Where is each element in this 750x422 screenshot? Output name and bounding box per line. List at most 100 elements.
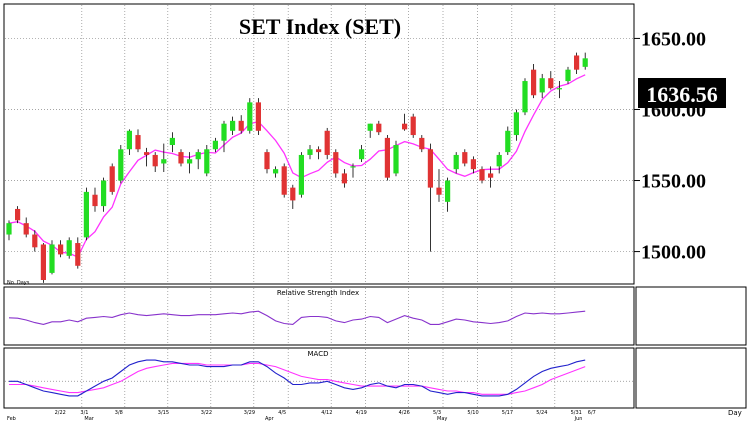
candle-body-up — [169, 137, 175, 145]
moving-average-layer — [8, 74, 586, 258]
candle-body-down — [264, 152, 270, 170]
candle-body-up — [539, 78, 545, 93]
rsi-panel-frame — [3, 286, 635, 346]
date-tick-label: 4/5 — [278, 410, 286, 416]
candle-body-down — [316, 149, 322, 153]
candle-body-up — [6, 223, 12, 235]
candle-body-up — [187, 159, 193, 164]
candle-body-up — [307, 149, 313, 155]
candle-body-down — [436, 187, 442, 195]
date-tick-label: 3/8 — [115, 410, 123, 416]
macd-layer — [9, 359, 586, 397]
date-tick-label: 5/24 — [536, 410, 547, 416]
candle-body-up — [101, 180, 107, 207]
candle-body-down — [574, 55, 580, 70]
candle-body-up — [367, 123, 373, 131]
candle-body-down — [479, 169, 485, 181]
candle-body-down — [58, 244, 64, 255]
candle-body-down — [281, 166, 287, 195]
candle-body-up — [556, 88, 562, 90]
candle-body-down — [178, 152, 184, 164]
candle-body-down — [290, 187, 296, 201]
date-tick-label: 3/1 — [80, 410, 88, 416]
date-tick-label: 6/7 — [588, 410, 596, 416]
rsi-axis-frame — [635, 286, 747, 346]
candle-body-up — [582, 58, 588, 67]
candle-body-down — [419, 137, 425, 150]
candle-body-up — [565, 69, 571, 82]
candle-body-down — [15, 208, 21, 221]
grid-lines — [5, 5, 633, 407]
candle-body-up — [195, 152, 201, 160]
candle-body-down — [135, 135, 141, 150]
candle-body-up — [522, 81, 528, 113]
candle-body-up — [161, 159, 167, 164]
candle-body-down — [75, 243, 81, 266]
price-tick-label: 1550.00 — [641, 171, 706, 193]
candle-body-down — [23, 223, 29, 235]
date-tick-label: 5/17 — [502, 410, 513, 416]
candle-body-up — [204, 149, 210, 174]
candle-body-down — [427, 149, 433, 188]
date-tick-label: 4/19 — [356, 410, 367, 416]
candle-body-down — [376, 123, 382, 133]
date-tick-label: 3/22 — [201, 410, 212, 416]
candle-body-down — [384, 137, 390, 178]
candle-body-down — [402, 123, 408, 130]
candle-body-down — [238, 120, 244, 131]
candle-body-down — [470, 159, 476, 170]
candle-body-up — [505, 130, 511, 153]
month-label: Jun — [574, 416, 583, 422]
candle-body-down — [462, 152, 468, 164]
candle-body-down — [531, 69, 537, 96]
candle-body-down — [333, 152, 339, 174]
macd-panel-frame — [3, 347, 635, 409]
month-label: Mar — [84, 416, 94, 422]
date-tick-label: 5/3 — [433, 410, 441, 416]
candle-body-up — [230, 120, 236, 131]
macd-line — [9, 359, 586, 397]
candle-body-down — [32, 234, 38, 248]
candle-body-up — [49, 244, 55, 273]
rsi-line — [8, 310, 586, 325]
chart-title: SET Index (SET) — [239, 14, 401, 39]
candle-body-up — [212, 140, 218, 150]
candle-body-down — [341, 173, 347, 184]
month-label: Feb — [7, 416, 16, 422]
candle-body-up — [393, 145, 399, 174]
candle-body-down — [324, 130, 330, 155]
candle-body-up — [453, 154, 459, 170]
date-axis: 2/22 3/1 3/8 3/15 3/22 3/29 4/5 4/12 4/19 4/26 5/3… — [7, 410, 596, 422]
candle-body-up — [513, 112, 519, 136]
x-axis-unit-label: Day — [728, 409, 742, 417]
date-tick-label: 3/15 — [158, 410, 169, 416]
macd-label: MACD — [308, 350, 329, 358]
candle-body-down — [255, 102, 261, 131]
price-tick-label: 1500.00 — [641, 242, 706, 264]
date-tick-label: 4/12 — [321, 410, 332, 416]
price-tick-label: 1650.00 — [641, 28, 706, 50]
candle-body-up — [126, 130, 132, 150]
rsi-layer — [8, 310, 586, 325]
candle-body-down — [488, 173, 494, 178]
no-days-label: No. Days — [7, 280, 30, 286]
date-tick-label: 5/10 — [467, 410, 478, 416]
date-tick-label: 2/22 — [55, 410, 66, 416]
candle-body-up — [273, 169, 279, 174]
candle-body-down — [410, 116, 416, 136]
moving-average-line — [8, 74, 586, 258]
macd-signal-line — [9, 362, 586, 395]
candle-body-up — [247, 102, 253, 131]
candle-body-up — [496, 154, 502, 167]
month-label: Apr — [265, 416, 275, 422]
month-label: May — [437, 416, 447, 422]
macd-axis-frame — [635, 347, 747, 409]
candle-body-up — [298, 154, 304, 195]
last-price-box — [638, 78, 726, 108]
rsi-label: Relative Strength Index — [277, 289, 359, 297]
candle-body-down — [548, 78, 554, 89]
candle-body-up — [445, 180, 451, 202]
candle-body-down — [92, 194, 98, 207]
